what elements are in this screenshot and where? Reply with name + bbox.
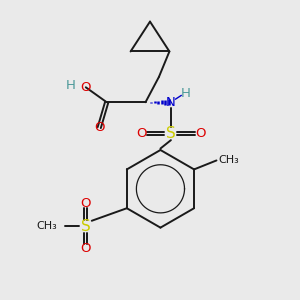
Text: CH₃: CH₃ [37,221,57,231]
Text: N: N [166,96,176,109]
Text: O: O [80,242,91,255]
Text: H: H [66,79,76,92]
Text: O: O [80,81,91,94]
Text: CH₃: CH₃ [218,155,239,166]
Text: O: O [80,197,91,210]
Text: S: S [81,219,91,234]
Text: S: S [166,126,176,141]
Text: O: O [94,121,104,134]
Text: O: O [196,127,206,140]
Text: O: O [136,127,146,140]
Text: H: H [181,87,191,100]
